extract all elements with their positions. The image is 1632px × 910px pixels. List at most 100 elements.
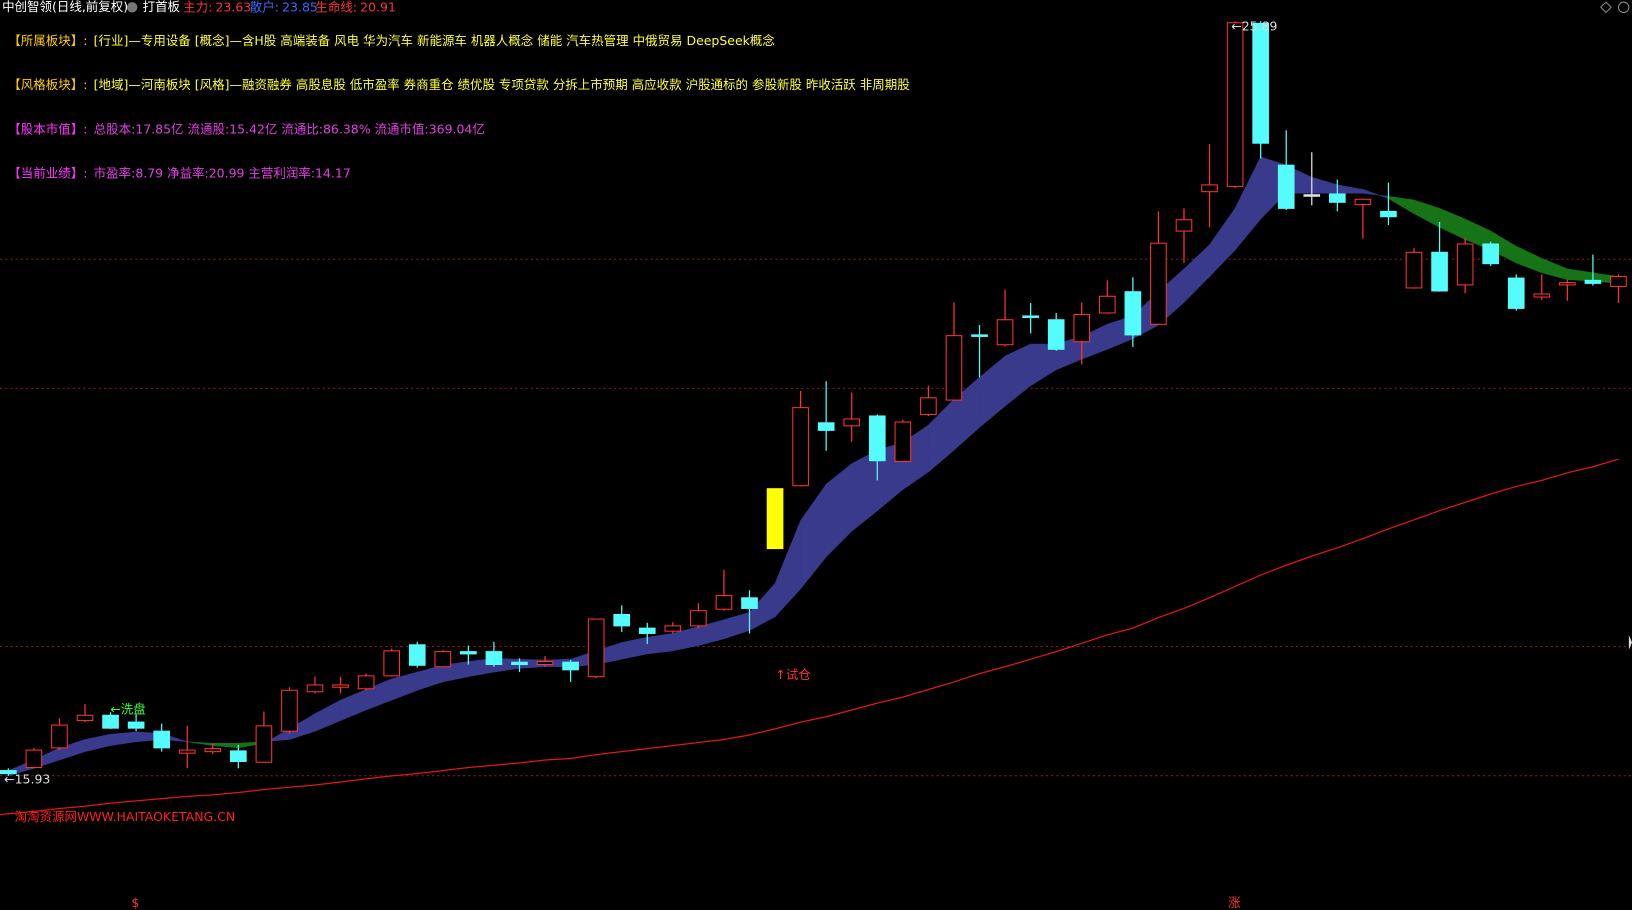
- candle-body: [511, 661, 528, 666]
- candle-body: [204, 748, 222, 753]
- dividers: [0, 258, 1632, 777]
- annotation: $: [131, 895, 139, 910]
- candle-body: [1098, 295, 1116, 314]
- annotation: 淘淘资源网WWW.HAITAOKETANG.CN: [15, 809, 236, 824]
- candle-body: [281, 689, 298, 732]
- candle-body: [102, 714, 119, 729]
- cursor-marker: [1628, 635, 1632, 650]
- candle-body: [1507, 277, 1525, 309]
- candle-body: [868, 415, 886, 462]
- info-label: 【股本市值】:: [8, 122, 87, 137]
- indicator-name: 生命线:: [315, 0, 357, 14]
- candle-body: [638, 627, 656, 634]
- candle-body: [664, 625, 682, 632]
- candle-body: [1482, 243, 1500, 265]
- info-label: 【当前业绩】:: [8, 165, 87, 180]
- window-icon[interactable]: [1617, 1, 1630, 14]
- candle-body: [1584, 279, 1602, 284]
- candle-body: [1073, 313, 1091, 343]
- candle-body: [383, 650, 401, 677]
- candle-body: [460, 651, 477, 655]
- candle-body: [1559, 282, 1576, 286]
- candle-body: [587, 618, 605, 678]
- indicator-value: 23.63: [215, 0, 251, 14]
- candle-body: [1380, 210, 1397, 218]
- candle-body: [1431, 251, 1448, 292]
- candle-body: [1354, 198, 1372, 206]
- info-text: [地域]—河南板块 [风格]—融资融券 高股息股 低市盈率 券商重仓 绩优股 专…: [94, 77, 911, 92]
- indicator: 主力: 23.63: [183, 0, 251, 14]
- candle-body: [1329, 193, 1346, 203]
- candle-body: [741, 597, 758, 609]
- candle-body: [332, 684, 349, 688]
- candle-body: [920, 397, 937, 415]
- annotation: ←15.93: [4, 771, 50, 786]
- candle-body: [971, 334, 988, 337]
- candle-body: [1533, 293, 1551, 298]
- candle-body: [1277, 164, 1295, 209]
- candle-body: [153, 730, 170, 749]
- candle-body: [1252, 22, 1269, 144]
- candle-body: [1610, 276, 1627, 287]
- indicator-name: 散户:: [250, 0, 279, 14]
- candle-body: [1150, 242, 1167, 325]
- candle-body: [434, 651, 452, 668]
- life-line: [0, 458, 1619, 816]
- candle-body: [817, 422, 835, 431]
- candle-body: [1175, 219, 1193, 232]
- candle-body: [715, 595, 733, 610]
- candle-body: [690, 610, 707, 627]
- candle-body: [127, 721, 145, 729]
- candle-body: [230, 750, 247, 763]
- candle-body: [1201, 184, 1218, 193]
- info-text: [行业]—专用设备 [概念]—含H股 高端装备 风电 华为汽车 新能源车 机器人…: [94, 33, 776, 48]
- candle-body: [1405, 251, 1423, 289]
- indicator: 散户: 23.85: [250, 0, 318, 14]
- candle-body: [1226, 22, 1244, 187]
- candle-body: [945, 335, 963, 401]
- candle-body: [485, 651, 503, 666]
- indicator: 生命线: 20.91: [315, 0, 396, 14]
- candle-body: [0, 770, 17, 775]
- window-icon[interactable]: [1600, 1, 1612, 14]
- settings-icon[interactable]: [126, 2, 138, 13]
- info-text: 总股本:17.85亿 流通股:15.42亿 流通比:86.38% 流通市值:36…: [94, 122, 485, 137]
- band-segment: [647, 633, 674, 655]
- candle-body: [843, 418, 861, 427]
- annotation: ←洗盘: [110, 702, 145, 717]
- candle-body: [76, 714, 94, 722]
- candle-body: [178, 749, 196, 754]
- candle-body: [1124, 291, 1142, 336]
- candle-body: [1022, 315, 1039, 318]
- indicator-value: 20.91: [360, 0, 396, 14]
- app-title: 中创智领(日线,前复权): [2, 0, 128, 14]
- header: 中创智领(日线,前复权) 打首板 主力: 23.63 散户: 23.85 生命线: 2…: [2, 0, 1632, 650]
- candle-body: [536, 660, 554, 666]
- candle-body: [996, 319, 1014, 346]
- candle-body: [894, 421, 912, 462]
- candle-body: [255, 725, 273, 763]
- candle-body: [51, 724, 68, 749]
- candle-body: [408, 644, 426, 666]
- info-label: 【所属板块】:: [8, 33, 87, 48]
- candle-body: [306, 684, 324, 693]
- indicator-name: 主力:: [183, 0, 212, 14]
- annotation: ←25.89: [1231, 19, 1277, 34]
- candle-body: [1456, 243, 1474, 286]
- candle-body: [357, 675, 375, 690]
- candle-body: [1047, 319, 1065, 350]
- annotation: 涨: [1228, 895, 1241, 910]
- candle-body: [25, 749, 43, 769]
- candle-body: [613, 613, 631, 627]
- indicator-value: 23.85: [282, 0, 318, 14]
- candle-body: [792, 407, 809, 487]
- info-text: 市盈率:8.79 净益率:20.99 主营利润率:14.17: [94, 165, 351, 180]
- candle-body: [766, 488, 784, 550]
- annotation: ↑试仓: [775, 667, 811, 682]
- candle-body: [562, 661, 579, 671]
- candle-body: [1303, 194, 1321, 197]
- info-label: 【风格板块】:: [8, 77, 87, 92]
- tab-label[interactable]: 打首板: [143, 0, 181, 14]
